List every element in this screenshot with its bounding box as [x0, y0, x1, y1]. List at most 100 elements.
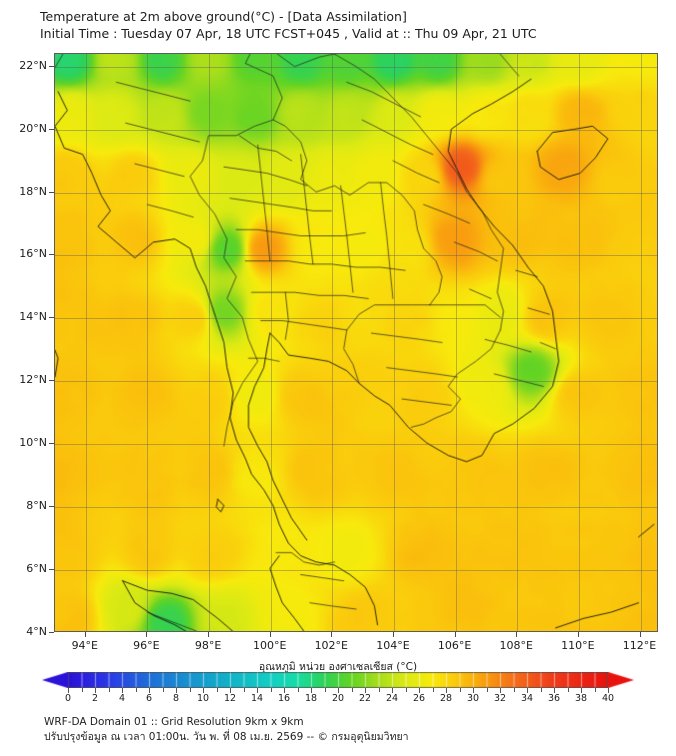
colorbar-tick-label: 38: [574, 693, 588, 704]
colorbar-tick-label: 30: [466, 693, 480, 704]
latitude-tick-label: 14°N: [19, 310, 47, 324]
gridline-latitude: [55, 381, 657, 383]
title-line-2: Initial Time : Tuesday 07 Apr, 18 UTC FC…: [40, 26, 537, 41]
tick-mark-longitude: [208, 632, 210, 637]
colorbar-tick: [486, 688, 488, 692]
footer-block: WRF-DA Domain 01 :: Grid Resolution 9km …: [44, 715, 664, 745]
gridline-longitude: [455, 54, 457, 631]
colorbar-tick-label: 28: [439, 693, 453, 704]
colorbar-tick: [365, 688, 366, 693]
colorbar-tick-label: 22: [358, 693, 372, 704]
colorbar-tick: [324, 688, 326, 692]
colorbar-tick: [351, 688, 353, 692]
longitude-tick-label: 100°E: [252, 639, 287, 652]
tick-mark-latitude: [49, 443, 54, 445]
tick-mark-longitude: [454, 632, 456, 637]
colorbar-tick-label: 2: [91, 693, 99, 704]
tick-mark-longitude: [269, 632, 271, 637]
gridline-longitude: [578, 54, 580, 631]
tick-mark-longitude: [331, 632, 333, 637]
colorbar-tick-label: 34: [520, 693, 534, 704]
colorbar-tick: [176, 688, 177, 693]
footer-line-model: WRF-DA Domain 01 :: Grid Resolution 9km …: [44, 716, 304, 728]
tick-mark-longitude: [577, 632, 579, 637]
gridline-latitude: [55, 129, 657, 131]
colorbar-tick: [540, 688, 542, 692]
colorbar-tick-label: 14: [250, 693, 264, 704]
latitude-tick-label: 4°N: [26, 625, 47, 638]
colorbar-tick-label: 0: [64, 693, 72, 704]
latitude-tick-label: 16°N: [19, 247, 47, 261]
colorbar-tick: [311, 688, 312, 693]
gridline-longitude: [270, 54, 272, 631]
colorbar-tick-label: 32: [493, 693, 507, 704]
longitude-tick-label: 102°E: [314, 639, 349, 652]
colorbar-tick-label: 6: [145, 693, 153, 704]
colorbar-tick-label: 24: [385, 693, 399, 704]
title-line-1: Temperature at 2m above ground(°C) - [Da…: [40, 9, 407, 24]
tick-mark-latitude: [49, 632, 54, 633]
latitude-tick-label: 18°N: [19, 184, 47, 198]
colorbar-tick: [284, 688, 285, 693]
colorbar-tick: [257, 688, 258, 693]
gridline-latitude: [55, 192, 657, 194]
colorbar-tick: [135, 688, 137, 692]
colorbar[interactable]: [42, 672, 634, 688]
gridline-longitude: [209, 54, 211, 631]
colorbar-tick-label: 4: [118, 693, 126, 704]
tick-mark-longitude: [146, 632, 148, 637]
temperature-field-canvas: [55, 54, 657, 631]
tick-mark-longitude: [84, 632, 86, 637]
tick-mark-latitude: [49, 65, 54, 67]
gridline-latitude: [55, 507, 657, 509]
colorbar-tick: [149, 688, 150, 693]
longitude-tick-label: 98°E: [194, 639, 222, 652]
latitude-tick-label: 12°N: [19, 373, 47, 387]
tick-mark-longitude: [516, 632, 518, 637]
colorbar-tick: [567, 688, 569, 692]
gridline-longitude: [394, 54, 395, 631]
tick-mark-latitude: [49, 254, 54, 256]
colorbar-tick-label: 40: [601, 693, 615, 704]
longitude-tick-label: 110°E: [561, 639, 595, 652]
colorbar-tick: [338, 688, 339, 693]
gridline-latitude: [55, 444, 657, 446]
longitude-tick-label: 94°E: [71, 639, 99, 652]
colorbar-gradient: [42, 672, 634, 688]
colorbar-tick: [500, 688, 501, 693]
gridline-latitude: [55, 66, 657, 68]
colorbar-tick: [608, 688, 609, 693]
colorbar-tick-label: 12: [223, 693, 237, 704]
colorbar-tick: [108, 688, 110, 692]
longitude-tick-label: 104°E: [376, 639, 410, 652]
tick-mark-latitude: [49, 128, 54, 130]
tick-mark-latitude: [49, 569, 54, 571]
colorbar-tick: [162, 688, 164, 692]
colorbar-tick: [513, 688, 515, 692]
gridline-latitude: [55, 318, 657, 320]
colorbar-tick-label: 16: [277, 693, 291, 704]
longitude-tick-label: 108°E: [499, 639, 533, 652]
tick-mark-latitude: [49, 317, 54, 319]
colorbar-tick: [405, 688, 407, 692]
gridline-latitude: [55, 255, 657, 257]
tick-mark-latitude: [49, 191, 54, 193]
gridline-longitude: [147, 54, 149, 631]
longitude-tick-label: 112°E: [622, 639, 657, 652]
colorbar-tick: [216, 688, 218, 692]
tick-mark-longitude: [639, 632, 641, 637]
colorbar-tick: [81, 688, 83, 692]
colorbar-tick-label: 36: [547, 693, 561, 704]
tick-mark-latitude: [49, 506, 54, 508]
colorbar-tick: [68, 688, 69, 693]
map-plot-area[interactable]: [54, 53, 658, 632]
latitude-tick-label: 6°N: [26, 562, 47, 576]
colorbar-tick: [473, 688, 474, 693]
colorbar-tick: [230, 688, 231, 693]
colorbar-tick: [419, 688, 420, 693]
chart-title-block: Temperature at 2m above ground(°C) - [Da…: [40, 8, 660, 42]
colorbar-tick-label: 10: [196, 693, 210, 704]
colorbar-tick: [95, 688, 96, 693]
colorbar-tick: [189, 688, 191, 692]
gridline-longitude: [517, 54, 519, 631]
